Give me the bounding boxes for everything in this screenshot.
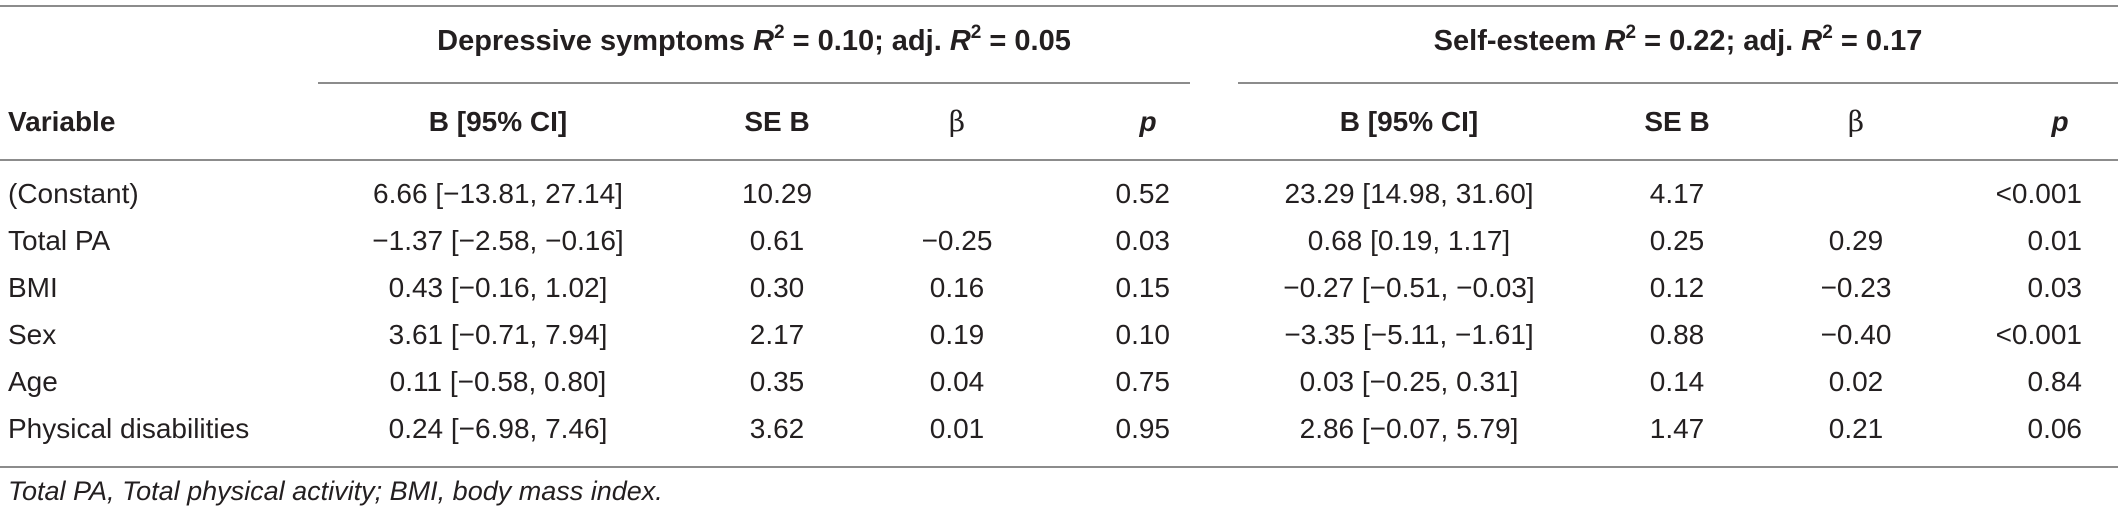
selfesteem-group-header: Self-esteem R2 = 0.22; adj. R2 = 0.17 — [1433, 22, 1923, 57]
cell-d-beta: 0.19 — [929, 319, 985, 350]
row-variable: Physical disabilities — [8, 413, 250, 444]
cell-s-se-b: 4.17 — [1649, 178, 1705, 209]
cell-d-se-b: 10.29 — [741, 178, 813, 209]
row-variable: Sex — [8, 319, 57, 350]
cell-s-se-b: 0.14 — [1649, 366, 1705, 397]
row-variable: BMI — [8, 272, 58, 303]
cell-s-p: 0.84 — [2027, 366, 2083, 397]
cell-s-se-b: 0.25 — [1649, 225, 1705, 256]
cell-s-se-b: 1.47 — [1649, 413, 1705, 444]
cell-s-b-ci: −3.35 [−5.11, −1.61] — [1284, 319, 1534, 350]
cell-d-beta: 0.04 — [929, 366, 985, 397]
row-variable: Total PA — [8, 225, 111, 256]
table-footnote: Total PA, Total physical activity; BMI, … — [8, 476, 663, 506]
top-rule — [0, 5, 2118, 7]
cell-s-p: 0.03 — [2027, 272, 2083, 303]
cell-d-p: 0.52 — [1115, 178, 1171, 209]
cell-d-se-b: 2.17 — [749, 319, 805, 350]
cell-d-p: 0.15 — [1115, 272, 1171, 303]
col-header-s-se-b: SE B — [1644, 106, 1710, 137]
cell-d-se-b: 0.30 — [749, 272, 805, 303]
cell-d-b-ci: −1.37 [−2.58, −0.16] — [372, 225, 624, 256]
depressive-group-rule — [318, 82, 1190, 84]
col-header-s-p: p — [2051, 106, 2069, 137]
cell-d-se-b: 0.61 — [749, 225, 805, 256]
cell-d-p: 0.03 — [1115, 225, 1171, 256]
cell-d-se-b: 3.62 — [749, 413, 805, 444]
col-header-d-se-b: SE B — [744, 106, 810, 137]
col-header-s-b-ci: B [95% CI] — [1339, 106, 1479, 137]
col-header-s-beta: β — [1847, 105, 1865, 138]
bottom-rule — [0, 466, 2118, 468]
cell-s-beta: −0.23 — [1820, 272, 1892, 303]
cell-d-p: 0.95 — [1115, 413, 1171, 444]
cell-s-p: <0.001 — [1995, 319, 2082, 350]
cell-s-b-ci: 0.68 [0.19, 1.17] — [1307, 225, 1511, 256]
cell-d-b-ci: 0.24 [−6.98, 7.46] — [388, 413, 608, 444]
cell-s-beta: −0.40 — [1820, 319, 1892, 350]
cell-s-b-ci: 2.86 [−0.07, 5.79] — [1299, 413, 1519, 444]
header-rule — [0, 159, 2118, 161]
col-header-d-p: p — [1139, 106, 1157, 137]
cell-s-beta: 0.21 — [1828, 413, 1884, 444]
cell-s-se-b: 0.12 — [1649, 272, 1705, 303]
cell-d-b-ci: 6.66 [−13.81, 27.14] — [373, 178, 623, 209]
selfesteem-group-rule — [1238, 82, 2118, 84]
cell-s-se-b: 0.88 — [1649, 319, 1705, 350]
row-variable: (Constant) — [8, 178, 139, 209]
row-variable: Age — [8, 366, 58, 397]
cell-d-se-b: 0.35 — [749, 366, 805, 397]
depressive-group-header: Depressive symptoms R2 = 0.10; adj. R2 =… — [437, 22, 1071, 57]
cell-s-beta: 0.29 — [1828, 225, 1884, 256]
cell-s-b-ci: 23.29 [14.98, 31.60] — [1284, 178, 1534, 209]
cell-d-beta: 0.01 — [929, 413, 985, 444]
col-header-variable: Variable — [8, 106, 116, 137]
cell-d-b-ci: 3.61 [−0.71, 7.94] — [388, 319, 608, 350]
cell-s-p: <0.001 — [1995, 178, 2082, 209]
cell-d-b-ci: 0.43 [−0.16, 1.02] — [388, 272, 608, 303]
cell-d-beta: −0.25 — [921, 225, 993, 256]
cell-s-p: 0.06 — [2027, 413, 2083, 444]
cell-d-b-ci: 0.11 [−0.58, 0.80] — [389, 366, 607, 397]
cell-s-b-ci: −0.27 [−0.51, −0.03] — [1283, 272, 1535, 303]
cell-s-beta: 0.02 — [1828, 366, 1884, 397]
cell-s-p: 0.01 — [2027, 225, 2083, 256]
cell-s-b-ci: 0.03 [−0.25, 0.31] — [1299, 366, 1519, 397]
cell-d-p: 0.10 — [1115, 319, 1171, 350]
col-header-d-b-ci: B [95% CI] — [428, 106, 568, 137]
cell-d-p: 0.75 — [1115, 366, 1171, 397]
col-header-d-beta: β — [948, 105, 966, 138]
cell-d-beta: 0.16 — [929, 272, 985, 303]
